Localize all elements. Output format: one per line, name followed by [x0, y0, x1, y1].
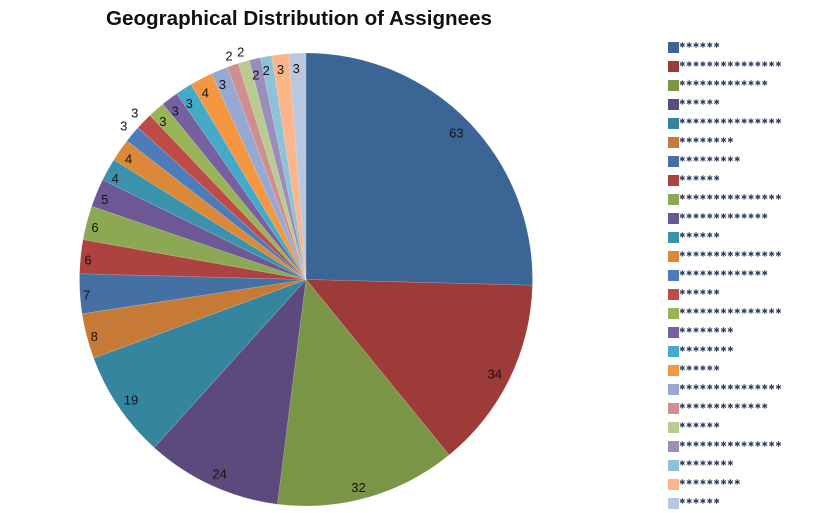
svg-text:6: 6	[91, 220, 98, 235]
svg-text:3: 3	[131, 106, 138, 121]
svg-text:7: 7	[83, 287, 90, 302]
svg-text:4: 4	[112, 171, 119, 186]
svg-text:3: 3	[277, 62, 284, 77]
svg-text:3: 3	[186, 96, 193, 111]
svg-text:5: 5	[101, 192, 108, 207]
svg-text:3: 3	[159, 114, 166, 129]
svg-text:3: 3	[120, 119, 127, 134]
svg-text:32: 32	[351, 480, 365, 495]
svg-text:63: 63	[449, 126, 463, 141]
svg-text:4: 4	[125, 152, 132, 167]
svg-text:3: 3	[293, 61, 300, 76]
svg-text:3: 3	[172, 103, 179, 118]
svg-text:19: 19	[124, 393, 138, 408]
svg-text:24: 24	[212, 466, 226, 481]
svg-text:34: 34	[488, 367, 502, 382]
svg-text:2: 2	[252, 67, 259, 82]
svg-text:2: 2	[263, 63, 270, 78]
svg-text:3: 3	[219, 77, 226, 92]
svg-text:4: 4	[202, 86, 209, 101]
svg-text:2: 2	[237, 45, 244, 60]
svg-text:2: 2	[225, 49, 232, 64]
svg-text:6: 6	[84, 253, 91, 268]
svg-text:8: 8	[91, 329, 98, 344]
